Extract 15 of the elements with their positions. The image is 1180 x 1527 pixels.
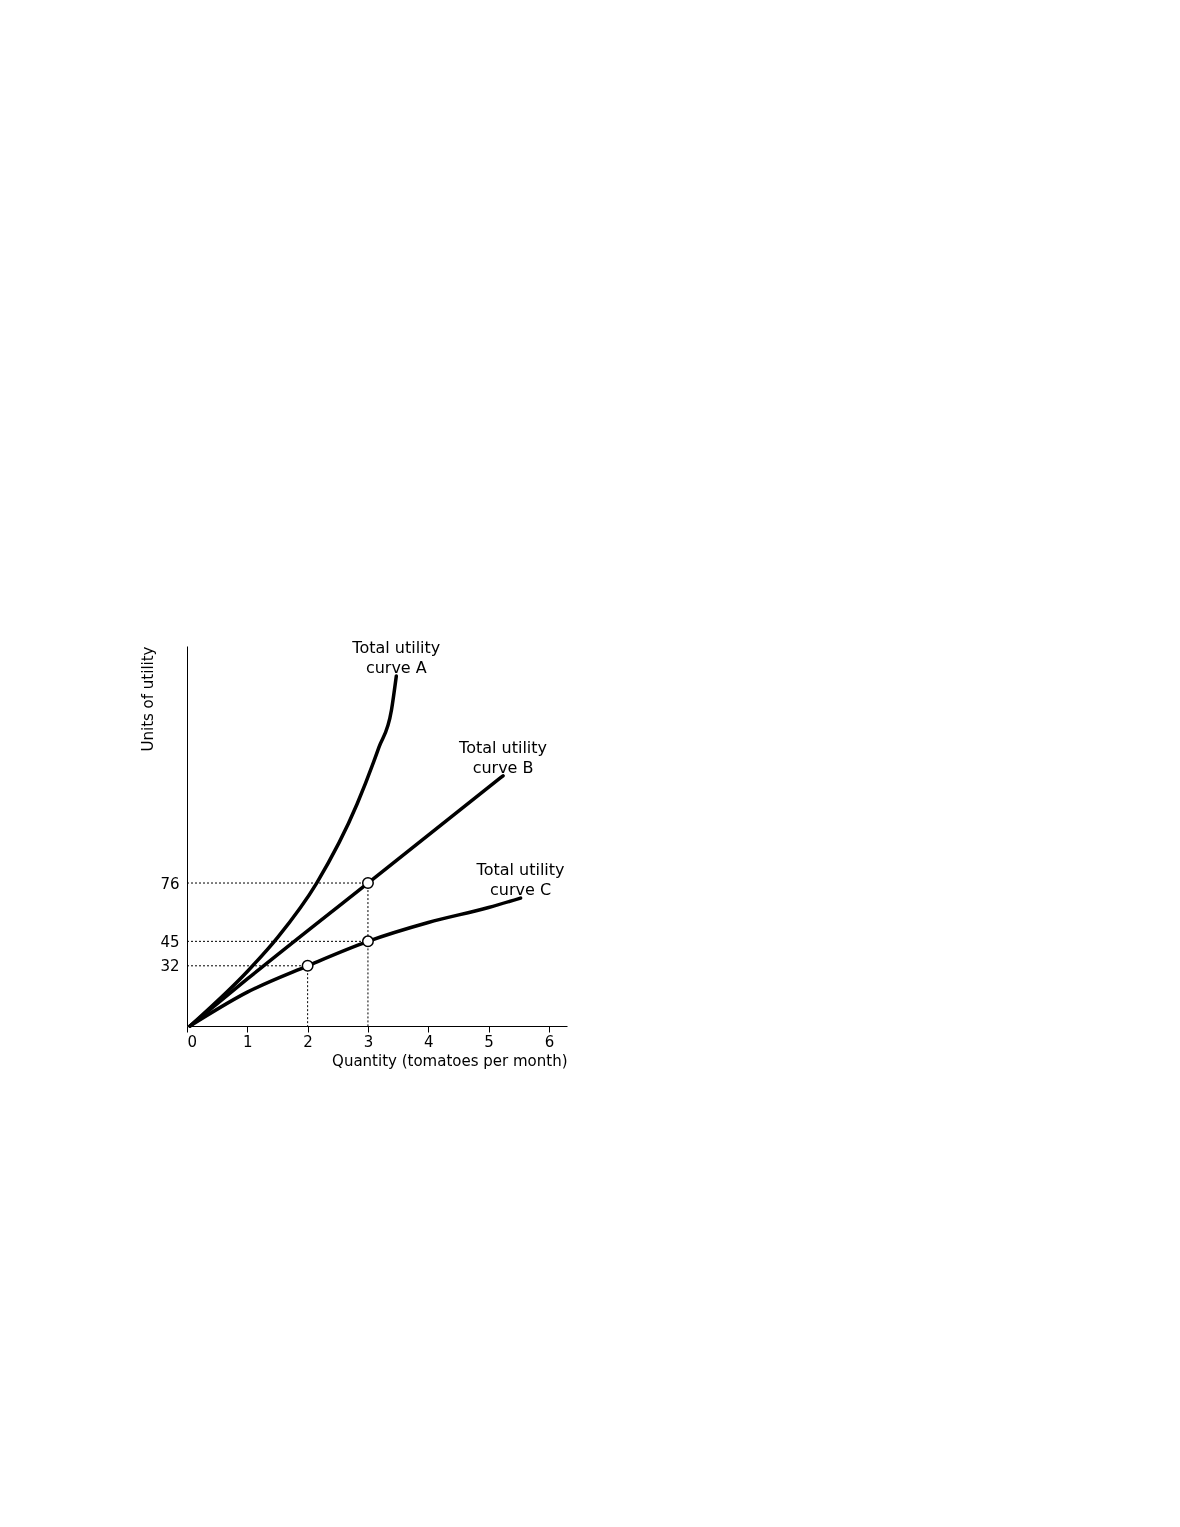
series-label: Total utility curve B [458,737,548,777]
x-tick-label: 5 [484,1032,494,1051]
series-label: Total utility curve C [475,860,565,900]
y-tick-label: 76 [160,874,180,893]
x-tick-label: 6 [544,1032,555,1051]
x-tick-label: 2 [303,1032,313,1051]
series-label: Total utility curve A [351,638,441,678]
x-tick-label: 4 [424,1032,434,1051]
y-tick-label: 32 [160,957,180,976]
y-axis-title: Units of utility [139,646,158,752]
x-axis-title: Quantity (tomatoes per month) [332,1051,568,1070]
x-tick-label: 0 [187,1032,198,1051]
x-tick-label: 3 [363,1032,374,1051]
y-tick-label: 45 [160,932,180,951]
x-tick-label: 1 [243,1032,253,1051]
